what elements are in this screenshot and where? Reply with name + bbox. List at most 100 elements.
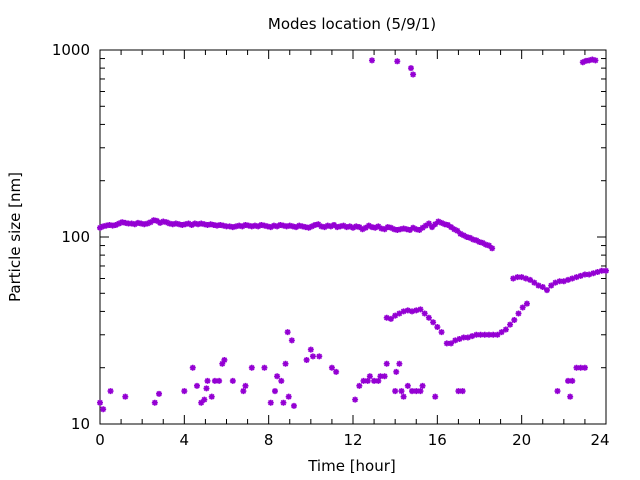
data-point (384, 224, 391, 231)
data-point (464, 334, 471, 341)
data-point (569, 275, 576, 282)
data-point (511, 316, 518, 323)
data-point (391, 226, 398, 233)
data-point (119, 219, 126, 226)
data-point (502, 326, 509, 333)
data-point (409, 388, 416, 395)
data-point (283, 223, 290, 230)
data-point (577, 272, 584, 279)
data-point (460, 334, 467, 341)
data-point (407, 65, 414, 72)
data-point (372, 224, 379, 231)
data-point (312, 221, 319, 228)
data-point (359, 226, 366, 233)
plot-frame (99, 49, 607, 425)
data-point (232, 223, 239, 230)
data-point (422, 222, 429, 229)
data-points (97, 56, 609, 413)
data-point (271, 388, 278, 395)
data-point (581, 271, 588, 278)
x-tick-label: 16 (428, 431, 447, 449)
data-point (346, 223, 353, 230)
data-point (441, 221, 448, 228)
data-point (368, 57, 375, 64)
data-point (208, 393, 215, 400)
data-point (539, 284, 546, 291)
x-axis-label: Time [hour] (307, 457, 396, 475)
data-point (510, 275, 517, 282)
data-point (485, 242, 492, 249)
data-point (293, 224, 300, 231)
data-point (371, 377, 378, 384)
data-point (518, 274, 525, 281)
data-point (410, 71, 417, 78)
data-point (368, 224, 375, 231)
data-point (289, 223, 296, 230)
data-point (381, 373, 388, 380)
data-point (560, 278, 567, 285)
data-point (147, 219, 154, 226)
data-point (360, 377, 367, 384)
data-point (122, 219, 129, 226)
data-point (125, 220, 132, 227)
data-point (303, 356, 310, 363)
data-point (316, 353, 323, 360)
data-point (565, 377, 572, 384)
data-point (274, 223, 281, 230)
data-point (106, 221, 113, 228)
data-point (400, 225, 407, 232)
data-point (220, 222, 227, 229)
data-point (138, 220, 145, 227)
data-point (432, 393, 439, 400)
data-point (573, 274, 580, 281)
data-point (103, 222, 110, 229)
data-point (261, 364, 268, 371)
data-point (490, 331, 497, 338)
data-point (586, 271, 593, 278)
data-point (255, 223, 262, 230)
data-point (381, 226, 388, 233)
data-point (394, 227, 401, 234)
data-point (112, 221, 119, 228)
data-point (150, 217, 157, 224)
data-point (409, 308, 416, 315)
data-point (454, 227, 461, 234)
data-point (172, 220, 179, 227)
data-point (261, 222, 268, 229)
data-point (473, 237, 480, 244)
data-point (366, 373, 373, 380)
data-point (523, 300, 530, 307)
data-point (460, 232, 467, 239)
data-point (356, 382, 363, 389)
data-point (452, 337, 459, 344)
data-point (115, 220, 122, 227)
y-axis-label: Particle size [nm] (6, 172, 24, 302)
data-point (515, 310, 522, 317)
data-point (144, 220, 151, 227)
data-point (239, 223, 246, 230)
data-point (100, 223, 107, 230)
data-point (217, 221, 224, 228)
data-point (340, 222, 347, 229)
data-point (567, 393, 574, 400)
data-point (207, 221, 214, 228)
data-point (191, 220, 198, 227)
data-point (603, 267, 609, 274)
data-point (425, 220, 432, 227)
data-point (362, 224, 369, 231)
data-point (245, 222, 252, 229)
data-point (156, 390, 163, 397)
data-point (413, 388, 420, 395)
data-point (387, 315, 394, 322)
data-point (182, 221, 189, 228)
data-point (264, 223, 271, 230)
data-point (403, 226, 410, 233)
data-point (448, 340, 455, 347)
x-tick-label: 12 (343, 431, 362, 449)
data-point (438, 329, 445, 336)
data-point (565, 276, 572, 283)
data-point (288, 337, 295, 344)
data-point (353, 223, 360, 230)
data-point (365, 222, 372, 229)
data-point (236, 222, 243, 229)
